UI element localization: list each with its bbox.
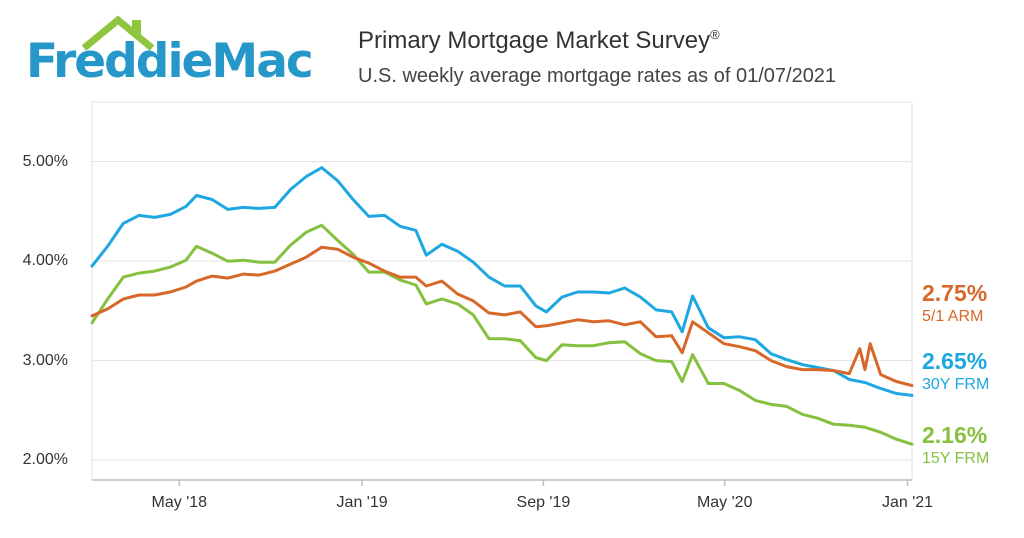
arm51-end-label: 2.75% 5/1 ARM <box>922 282 1012 325</box>
x-tick-label: May '20 <box>696 494 753 511</box>
x-tick-label: Jan '21 <box>881 494 934 511</box>
grid-lines <box>91 101 913 481</box>
y-tick-label: 2.00% <box>22 451 68 469</box>
x-tick-label: Jan '19 <box>336 494 388 511</box>
frm15-end-value: 2.16% <box>922 422 988 448</box>
arm51-series-name: 5/1 ARM <box>922 308 984 325</box>
frm30-series-name: 30Y FRM <box>922 376 990 393</box>
frm15-series-name: 15Y FRM <box>922 450 990 467</box>
x-tick-marks <box>178 480 909 486</box>
series-line-frm30 <box>90 166 914 397</box>
frm15-end-label: 2.16% 15Y FRM <box>922 424 1012 467</box>
y-tick-label: 5.00% <box>22 152 68 170</box>
series-line-arm51 <box>90 245 914 387</box>
frm30-end-value: 2.65% <box>922 348 988 374</box>
arm51-end-value: 2.75% <box>922 280 988 306</box>
x-tick-label: May '18 <box>151 494 208 511</box>
series-lines <box>90 166 914 446</box>
y-tick-label: 4.00% <box>22 252 68 270</box>
registered-mark: ® <box>710 27 720 42</box>
y-tick-label: 3.00% <box>22 351 68 369</box>
frm30-end-label: 2.65% 30Y FRM <box>922 350 1012 393</box>
freddie-mac-logo: FreddieMac <box>26 12 326 94</box>
brand-name: FreddieMac <box>26 34 314 89</box>
chart-subtitle: U.S. weekly average mortgage rates as of… <box>358 65 837 87</box>
series-line-frm15 <box>90 223 914 446</box>
x-tick-label: Sep '19 <box>516 494 571 511</box>
chart-title: Primary Mortgage Market Survey® <box>358 27 720 54</box>
house-roof-icon <box>81 15 155 51</box>
